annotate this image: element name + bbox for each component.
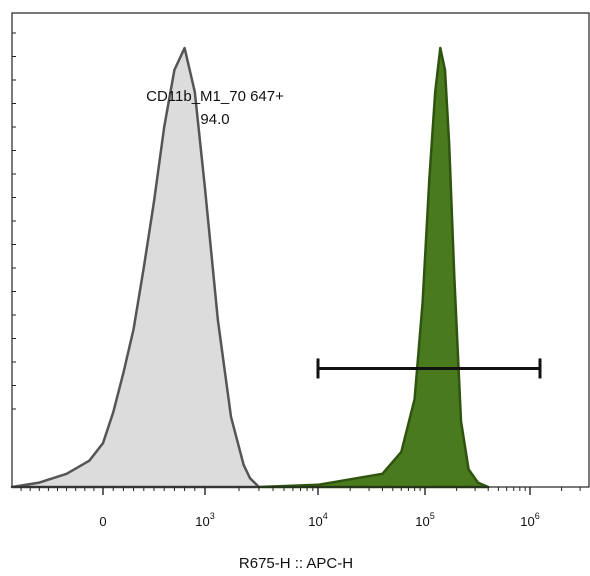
histogram-series-2 <box>257 46 490 489</box>
histogram-series-1 <box>10 46 261 489</box>
gate-percent-label: 94.0 <box>200 111 229 128</box>
x-tick-label: 105 <box>415 511 434 529</box>
gate-marker <box>316 358 542 379</box>
plot-frame <box>11 12 590 488</box>
x-tick-label: 0 <box>99 514 106 529</box>
x-tick-label: 103 <box>195 511 214 529</box>
chart-axes <box>11 12 590 495</box>
gate-name-label: CD11b_M1_70 647+ <box>146 88 284 105</box>
x-tick-label: 104 <box>308 511 327 529</box>
x-tick-label: 106 <box>520 511 539 529</box>
x-tick-labels: 0 103 104 105 106 <box>99 511 539 529</box>
x-axis-title: R675-H :: APC-H <box>239 555 353 572</box>
histogram-fills <box>10 46 490 489</box>
